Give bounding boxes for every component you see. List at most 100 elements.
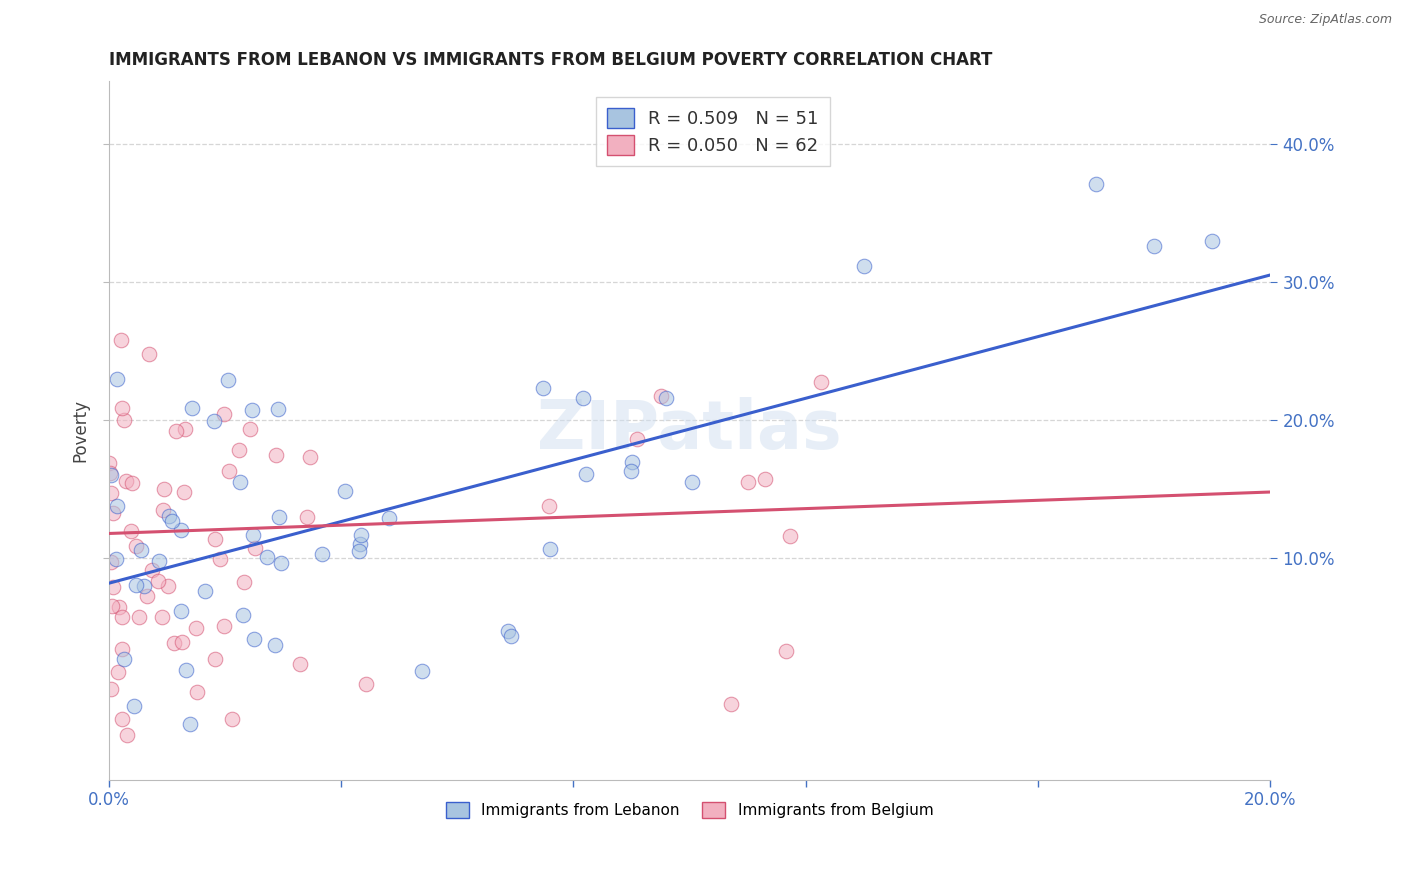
Point (153, 482, 176, 496)
Point (531, 381, 554, 395)
Point (349, 537, 371, 551)
Point (134, 579, 156, 593)
Point (112, 652, 135, 666)
Point (173, 485, 195, 500)
Point (204, 532, 226, 546)
Point (157, 509, 180, 524)
Point (256, 550, 278, 565)
Point (243, 541, 266, 556)
Point (299, 450, 322, 465)
Point (163, 636, 186, 650)
Point (98, 456, 121, 470)
Point (170, 523, 193, 537)
Point (186, 684, 208, 698)
Point (101, 580, 124, 594)
Point (501, 629, 523, 643)
Point (111, 642, 134, 657)
Point (681, 475, 703, 489)
Point (204, 651, 226, 665)
Point (128, 610, 150, 624)
Point (754, 472, 776, 486)
Point (232, 608, 254, 623)
Point (110, 712, 132, 726)
Point (720, 697, 742, 711)
Text: Source: ZipAtlas.com: Source: ZipAtlas.com (1258, 13, 1392, 27)
Point (107, 599, 129, 614)
Point (179, 717, 201, 731)
Point (111, 610, 134, 624)
Point (115, 728, 138, 742)
Point (115, 475, 138, 489)
Point (264, 638, 287, 652)
Point (240, 403, 263, 417)
Point (100, 555, 122, 569)
Point (112, 413, 135, 427)
Point (221, 712, 243, 726)
Point (655, 391, 678, 405)
Point (288, 657, 311, 671)
Point (270, 556, 292, 570)
Point (267, 509, 290, 524)
Point (264, 448, 287, 462)
Point (194, 583, 217, 598)
Point (157, 579, 180, 593)
Point (620, 465, 643, 479)
Point (212, 407, 235, 421)
Point (152, 503, 174, 517)
Point (212, 619, 235, 633)
Point (354, 676, 377, 690)
Y-axis label: Poverty: Poverty (72, 399, 89, 462)
Point (105, 499, 128, 513)
Point (496, 624, 519, 638)
Point (165, 425, 187, 439)
Point (243, 632, 266, 646)
Point (538, 499, 561, 513)
Point (100, 468, 122, 483)
Point (208, 551, 231, 566)
Point (242, 528, 264, 542)
Point (160, 515, 183, 529)
Point (148, 554, 170, 568)
Point (267, 402, 290, 417)
Point (233, 575, 256, 590)
Point (377, 510, 399, 524)
Point (131, 543, 153, 558)
Text: IMMIGRANTS FROM LEBANON VS IMMIGRANTS FROM BELGIUM POVERTY CORRELATION CHART: IMMIGRANTS FROM LEBANON VS IMMIGRANTS FR… (108, 51, 993, 69)
Point (98, 466, 121, 480)
Point (104, 551, 127, 566)
Point (103, 507, 125, 521)
Legend: Immigrants from Lebanon, Immigrants from Belgium: Immigrants from Lebanon, Immigrants from… (440, 797, 939, 824)
Point (411, 665, 433, 679)
Point (575, 467, 598, 482)
Point (110, 333, 132, 347)
Point (150, 610, 173, 624)
Point (626, 432, 648, 446)
Point (1201, 234, 1223, 248)
Point (779, 529, 801, 543)
Point (100, 486, 122, 500)
Point (135, 589, 157, 603)
Point (180, 401, 202, 416)
Point (349, 544, 371, 558)
Point (737, 475, 759, 490)
Point (121, 476, 143, 491)
Point (146, 574, 169, 589)
Point (172, 635, 194, 649)
Point (122, 698, 145, 713)
Point (311, 547, 333, 561)
Point (138, 347, 160, 361)
Point (572, 392, 595, 406)
Point (100, 681, 122, 696)
Point (229, 475, 252, 490)
Point (202, 414, 225, 428)
Point (335, 483, 357, 498)
Point (141, 562, 163, 576)
Text: ZIPatlas: ZIPatlas (537, 398, 842, 464)
Point (295, 510, 318, 524)
Point (1143, 238, 1166, 252)
Point (101, 599, 124, 613)
Point (217, 373, 239, 387)
Point (125, 578, 148, 592)
Point (120, 524, 142, 539)
Point (538, 542, 561, 557)
